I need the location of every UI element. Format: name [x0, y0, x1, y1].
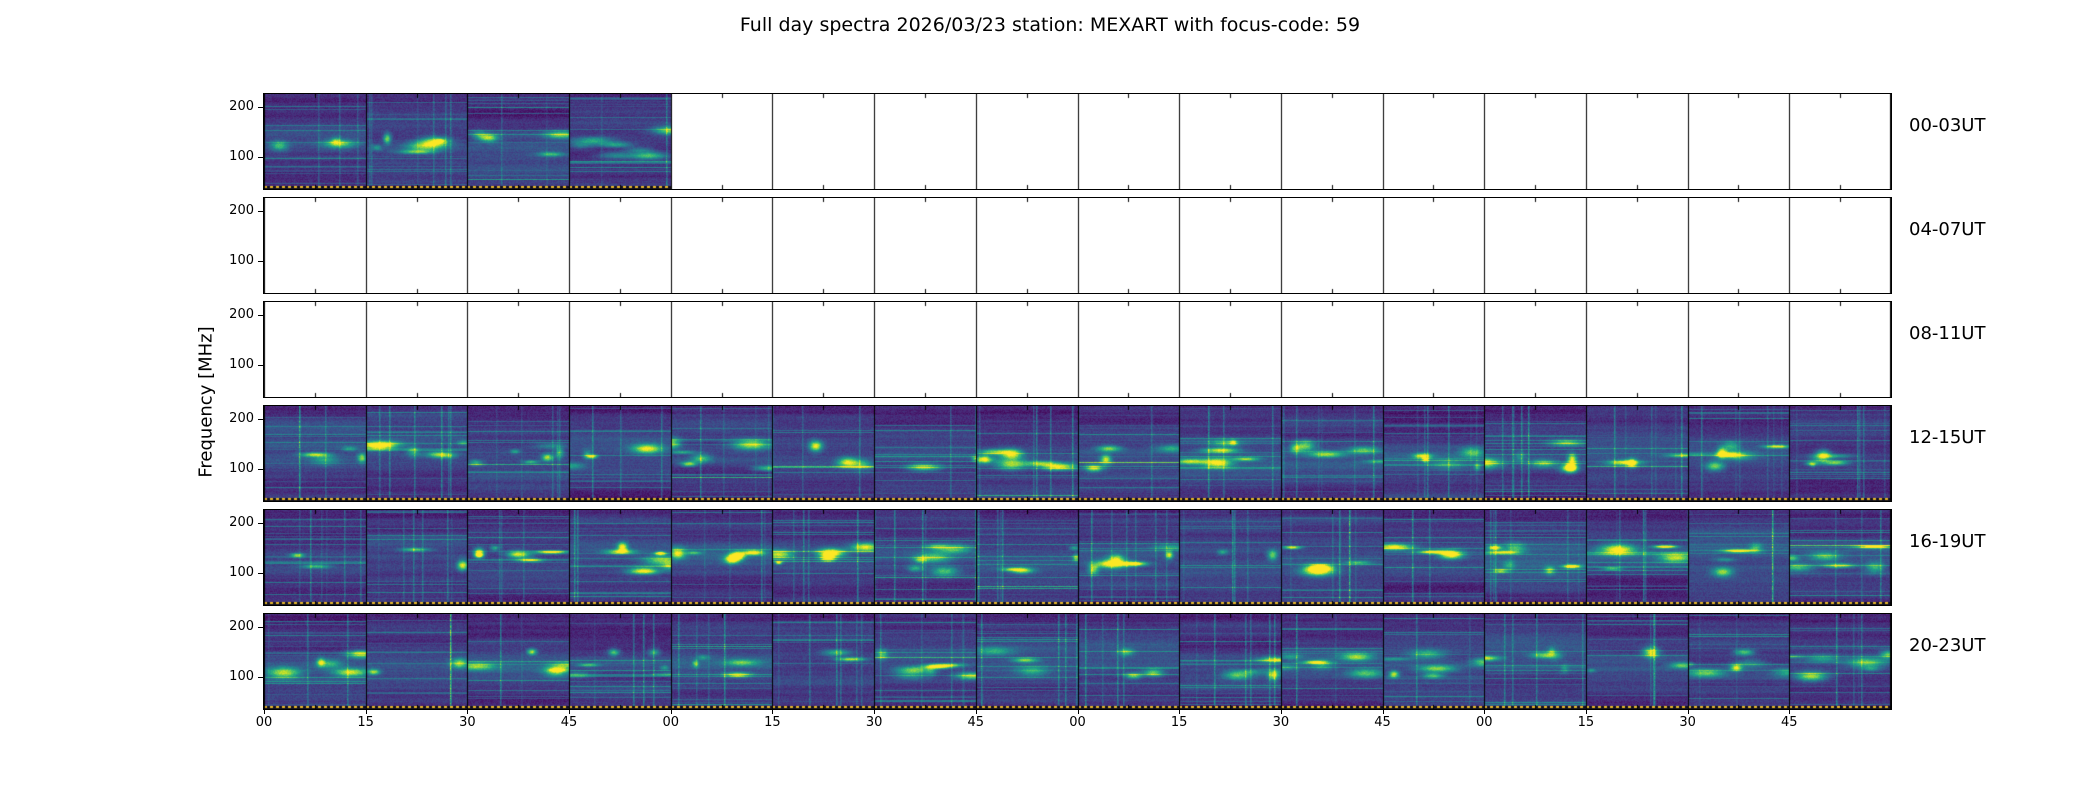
- x-tick-mark: [670, 709, 672, 714]
- y-tick-label: 200: [229, 98, 254, 114]
- x-tick-mark: [874, 709, 876, 714]
- y-tick-mark: [258, 364, 263, 366]
- y-tick-mark: [258, 314, 263, 316]
- spectrogram-row-20-23UT: [263, 613, 1892, 710]
- spectrogram-canvas-12-15UT: [264, 406, 1891, 501]
- x-tick-mark: [1382, 709, 1384, 714]
- x-tick-label: 00: [1069, 715, 1086, 730]
- y-tick-label: 200: [229, 306, 254, 322]
- x-tick-label: 45: [1781, 715, 1798, 730]
- x-tick-mark: [1484, 709, 1486, 714]
- spectrogram-row-00-03UT: [263, 93, 1892, 190]
- x-tick-mark: [1077, 709, 1079, 714]
- x-tick-mark: [365, 709, 367, 714]
- x-tick-label: 15: [1577, 715, 1595, 730]
- row-label: 20-23UT: [1909, 635, 1986, 656]
- y-tick-label: 200: [229, 410, 254, 426]
- x-tick-label: 30: [1679, 715, 1696, 730]
- y-tick-label: 100: [229, 460, 254, 476]
- x-tick-mark: [264, 709, 265, 714]
- spectrogram-row-16-19UT: [263, 509, 1892, 606]
- x-tick-label: 45: [560, 715, 578, 730]
- spectrogram-canvas-16-19UT: [264, 510, 1891, 605]
- figure-title: Full day spectra 2026/03/23 station: MEX…: [739, 14, 1361, 36]
- y-tick-label: 100: [229, 356, 254, 372]
- spectrogram-row-12-15UT: [263, 405, 1892, 502]
- x-tick-label: 15: [764, 715, 781, 730]
- x-tick-label: 00: [662, 715, 680, 730]
- y-tick-mark: [258, 418, 263, 420]
- x-tick-mark: [569, 709, 571, 714]
- x-tick-label: 00: [1475, 715, 1493, 730]
- x-tick-mark: [1585, 709, 1587, 714]
- y-tick-mark: [258, 626, 263, 628]
- y-tick-mark: [258, 522, 263, 524]
- spectrogram-canvas-00-03UT: [264, 94, 1891, 189]
- x-tick-label: 45: [967, 715, 985, 730]
- spectrogram-row-04-07UT: [263, 197, 1892, 294]
- y-tick-label: 200: [229, 514, 254, 530]
- y-tick-label: 200: [229, 202, 254, 218]
- spectrogram-row-08-11UT: [263, 301, 1892, 398]
- row-label: 16-19UT: [1909, 531, 1986, 552]
- spectrogram-canvas-04-07UT: [264, 198, 1891, 293]
- y-tick-mark: [258, 210, 263, 212]
- x-tick-label: 00: [255, 715, 273, 730]
- x-tick-mark: [1280, 709, 1282, 714]
- y-tick-label: 100: [229, 148, 254, 164]
- row-label: 04-07UT: [1909, 219, 1986, 240]
- row-label: 00-03UT: [1909, 115, 1986, 136]
- y-tick-label: 200: [229, 618, 254, 634]
- spectrogram-canvas-08-11UT: [264, 302, 1891, 397]
- row-label: 12-15UT: [1909, 427, 1986, 448]
- y-tick-mark: [258, 572, 263, 574]
- x-tick-label: 15: [1170, 715, 1188, 730]
- x-tick-label: 30: [1272, 715, 1290, 730]
- y-tick-mark: [258, 106, 263, 108]
- x-tick-label: 30: [459, 715, 476, 730]
- x-tick-mark: [1687, 709, 1689, 714]
- x-tick-label: 15: [357, 715, 374, 730]
- y-tick-mark: [258, 156, 263, 158]
- x-tick-mark: [772, 709, 774, 714]
- y-tick-mark: [258, 260, 263, 262]
- y-tick-label: 100: [229, 252, 254, 268]
- spectrogram-canvas-20-23UT: [264, 614, 1891, 709]
- x-tick-mark: [1179, 709, 1181, 714]
- x-tick-mark: [1789, 709, 1791, 714]
- y-tick-mark: [258, 676, 263, 678]
- y-tick-mark: [258, 468, 263, 470]
- x-tick-mark: [975, 709, 977, 714]
- y-tick-label: 100: [229, 564, 254, 580]
- y-axis-label: Frequency [MHz]: [195, 326, 217, 478]
- x-tick-mark: [467, 709, 469, 714]
- x-tick-label: 45: [1374, 715, 1391, 730]
- y-tick-label: 100: [229, 668, 254, 684]
- x-tick-label: 30: [865, 715, 883, 730]
- row-label: 08-11UT: [1909, 323, 1986, 344]
